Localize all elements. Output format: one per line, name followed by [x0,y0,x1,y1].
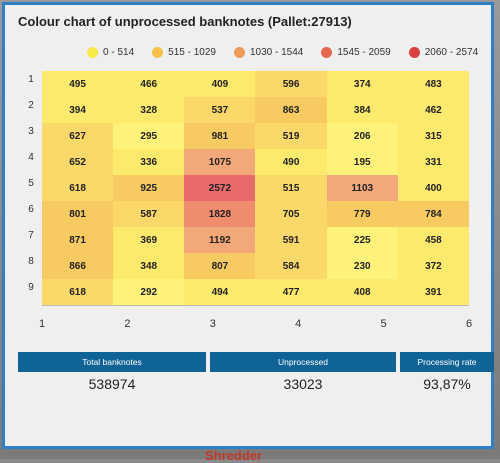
heatmap-cell[interactable]: 477 [255,279,327,305]
heatmap-cell[interactable]: 1075 [184,149,256,175]
unprocessed-header: Unprocessed [210,352,396,372]
legend-dot-icon [321,47,333,58]
legend-item[interactable]: 1030 - 1544 [233,47,304,58]
heatmap-cell[interactable]: 331 [397,149,469,175]
unprocessed-value: 33023 [283,376,323,392]
y-tick-label: 4 [28,152,34,163]
legend-dot-icon [233,47,245,58]
heatmap-cell[interactable]: 315 [397,123,469,149]
chart-dialog: Colour chart of unprocessed banknotes (P… [2,2,494,449]
heatmap-cell[interactable]: 596 [255,71,327,97]
heatmap-cell[interactable]: 483 [397,71,469,97]
total-banknotes-value: 538974 [88,376,136,392]
legend-item[interactable]: 1545 - 2059 [321,47,391,58]
heatmap-cell[interactable]: 400 [397,175,469,201]
heatmap-cell[interactable]: 374 [326,71,398,97]
heatmap-cell[interactable]: 2572 [184,175,256,201]
background-page-text: Shredder [205,448,263,463]
legend-label: 0 - 514 [103,47,135,58]
legend-dot-icon [152,47,164,58]
heatmap-cell[interactable]: 871 [42,227,114,253]
heatmap-cell[interactable]: 295 [113,123,185,149]
legend-label: 1030 - 1544 [249,47,304,58]
chart-legend: 0 - 514 515 - 1029 1030 - 1544 1545 - 20… [87,47,478,58]
y-tick-label: 5 [28,178,34,189]
heatmap-cell[interactable]: 230 [326,253,398,279]
y-tick-label: 7 [28,230,34,241]
legend-item[interactable]: 0 - 514 [87,47,134,58]
heatmap-cell[interactable]: 705 [255,201,327,227]
heatmap-cell[interactable]: 494 [184,279,256,305]
x-tick-label: 3 [209,318,216,330]
stats-table: Total banknotes Unprocessed Processing r… [18,352,494,392]
heatmap-cell[interactable]: 863 [255,97,327,123]
heatmap-cell[interactable]: 458 [397,227,469,253]
y-tick-label: 9 [28,282,34,293]
legend-item[interactable]: 2060 - 2574 [408,47,479,58]
y-tick-label: 6 [28,204,34,215]
heatmap-cell[interactable]: 206 [326,123,398,149]
heatmap-cell[interactable]: 801 [42,201,114,227]
heatmap-cell[interactable]: 462 [397,97,469,123]
heatmap-cell[interactable]: 537 [184,97,256,123]
heatmap-cell[interactable]: 807 [184,253,256,279]
y-tick-label: 2 [28,100,34,111]
total-banknotes-header: Total banknotes [18,352,206,372]
heatmap-cell[interactable]: 490 [255,149,327,175]
heatmap-cell[interactable]: 1828 [184,201,256,227]
heatmap-cell[interactable]: 292 [113,279,185,305]
legend-label: 515 - 1029 [168,47,216,58]
dialog-title: Colour chart of unprocessed banknotes (P… [18,14,352,29]
legend-dot-icon [408,47,420,58]
heatmap-cell[interactable]: 515 [255,175,327,201]
heatmap-cell[interactable]: 784 [397,201,469,227]
x-axis-line [42,305,469,306]
x-tick-label: 5 [380,318,387,330]
heatmap-cell[interactable]: 1192 [184,227,256,253]
heatmap-cell[interactable]: 627 [42,123,114,149]
heatmap-cell[interactable]: 466 [113,71,185,97]
heatmap-cell[interactable]: 925 [113,175,185,201]
heatmap-cell[interactable]: 348 [113,253,185,279]
heatmap-cell[interactable]: 652 [42,149,114,175]
heatmap-cell[interactable]: 866 [42,253,114,279]
heatmap-cell[interactable]: 384 [326,97,398,123]
y-tick-label: 1 [28,74,34,85]
heatmap-cell[interactable]: 591 [255,227,327,253]
heatmap-chart: 495 466 409 596 374 483 394 328 537 863 384 462 627 2… [5,5,497,335]
heatmap-cell[interactable]: 495 [42,71,114,97]
x-tick-label: 1 [38,318,46,330]
heatmap-cell[interactable]: 369 [113,227,185,253]
heatmap-cell[interactable]: 394 [42,97,114,123]
legend-dot-icon [87,47,98,58]
heatmap-cell[interactable]: 195 [326,149,398,175]
heatmap-grid: 495 466 409 596 374 483 394 328 537 863 384 462 627 2… [42,71,469,305]
heatmap-cell[interactable]: 1103 [326,175,398,201]
legend-label: 2060 - 2574 [424,47,479,58]
x-tick-label: 2 [124,318,131,330]
heatmap-cell[interactable]: 519 [255,123,327,149]
legend-item[interactable]: 515 - 1029 [152,47,216,58]
heatmap-cell[interactable]: 618 [42,175,114,201]
processing-rate-header: Processing rate [400,352,494,372]
heatmap-cell[interactable]: 225 [326,227,398,253]
heatmap-cell[interactable]: 981 [184,123,256,149]
heatmap-cell[interactable]: 328 [113,97,185,123]
heatmap-cell[interactable]: 372 [397,253,469,279]
heatmap-cell[interactable]: 409 [184,71,256,97]
y-tick-label: 8 [28,256,34,267]
heatmap-cell[interactable]: 587 [113,201,185,227]
processing-rate-value: 93,87% [423,376,471,392]
heatmap-cell[interactable]: 779 [326,201,398,227]
x-tick-label: 6 [465,318,473,330]
heatmap-cell[interactable]: 408 [326,279,398,305]
legend-label: 1545 - 2059 [337,47,391,58]
heatmap-cell[interactable]: 618 [42,279,114,305]
heatmap-cell[interactable]: 391 [397,279,469,305]
heatmap-cell[interactable]: 584 [255,253,327,279]
x-tick-label: 4 [295,318,302,330]
heatmap-cell[interactable]: 336 [113,149,185,175]
y-tick-label: 3 [28,126,34,137]
